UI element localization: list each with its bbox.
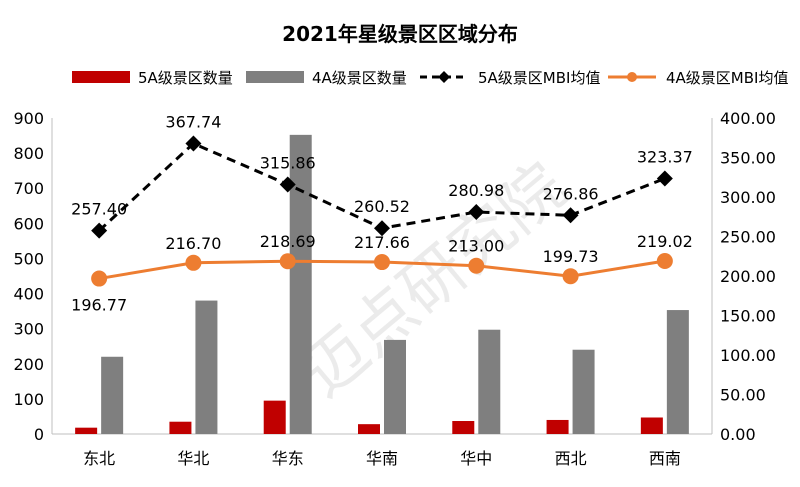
- point-5a-mbi: [185, 135, 202, 152]
- point-4a-mbi: [468, 257, 485, 274]
- y-left-tick-label: 700: [13, 179, 44, 198]
- data-label-5a-mbi: 280.98: [448, 181, 504, 200]
- legend-swatch-5a-count: [72, 71, 130, 83]
- legend-item-5a-count: 5A级景区数量: [72, 64, 233, 90]
- point-4a-mbi: [279, 253, 296, 270]
- data-label-5a-mbi: 276.86: [543, 184, 599, 203]
- bar-4a-count: [666, 310, 689, 434]
- x-tick-label: 华中: [460, 449, 492, 468]
- legend-swatch-4a-count: [246, 71, 304, 83]
- data-label-4a-mbi: 199.73: [543, 247, 599, 266]
- y-right-tick-label: 100.00: [720, 346, 776, 365]
- legend-swatch-5a-mbi: [420, 71, 468, 83]
- legend-item-4a-mbi: 4A级景区MBI均值: [606, 64, 788, 90]
- legend-label-5a-count: 5A级景区数量: [138, 68, 233, 87]
- legend-label-4a-mbi: 4A级景区MBI均值: [666, 68, 789, 87]
- y-left-tick-label: 200: [13, 355, 44, 374]
- y-left-tick-label: 300: [13, 320, 44, 339]
- x-tick-label: 华北: [177, 449, 209, 468]
- data-label-5a-mbi: 315.86: [260, 153, 316, 172]
- data-label-5a-mbi: 260.52: [354, 197, 410, 216]
- point-5a-mbi: [279, 176, 296, 193]
- point-4a-mbi: [656, 252, 673, 269]
- data-label-4a-mbi: 196.77: [71, 296, 127, 315]
- x-tick-label: 华东: [272, 449, 304, 468]
- bar-5a-count: [546, 419, 569, 434]
- y-left-tick-label: 500: [13, 249, 44, 268]
- bar-4a-count: [289, 134, 312, 434]
- y-right-tick-label: 0.00: [720, 425, 756, 444]
- y-right-tick-label: 150.00: [720, 307, 776, 326]
- point-5a-mbi: [91, 222, 108, 239]
- point-5a-mbi: [374, 220, 390, 237]
- legend-item-5a-mbi: 5A级景区MBI均值: [418, 64, 600, 90]
- bar-5a-count: [263, 400, 286, 434]
- data-label-5a-mbi: 323.37: [637, 148, 693, 167]
- bar-5a-count: [640, 417, 663, 434]
- legend-item-4a-count: 4A级景区数量: [246, 64, 407, 90]
- point-4a-mbi: [374, 254, 390, 271]
- legend: 5A级景区数量 4A级景区数量 5A级景区MBI均值 4A级景区MBI均值: [0, 64, 800, 90]
- point-5a-mbi: [562, 207, 579, 224]
- bar-4a-count: [572, 349, 595, 434]
- point-4a-mbi: [562, 268, 579, 285]
- bar-5a-count: [358, 424, 380, 434]
- bar-4a-count: [478, 329, 501, 434]
- y-right-tick-label: 200.00: [720, 267, 776, 286]
- bar-5a-count: [452, 421, 475, 434]
- x-tick-label: 西南: [649, 449, 681, 468]
- y-right-tick-label: 50.00: [720, 386, 766, 405]
- legend-label-4a-count: 4A级景区数量: [312, 68, 407, 87]
- data-label-4a-mbi: 213.00: [448, 237, 504, 256]
- bar-4a-count: [195, 300, 218, 434]
- point-5a-mbi: [468, 204, 485, 221]
- x-tick-label: 东北: [83, 449, 115, 468]
- y-right-tick-label: 350.00: [720, 149, 776, 168]
- y-left-tick-label: 400: [13, 285, 44, 304]
- data-label-4a-mbi: 217.66: [354, 233, 410, 252]
- data-label-4a-mbi: 218.69: [260, 232, 316, 251]
- bar-4a-count: [384, 339, 406, 434]
- point-4a-mbi: [185, 254, 202, 271]
- data-label-5a-mbi: 257.40: [71, 200, 127, 219]
- point-5a-mbi: [656, 170, 673, 187]
- bar-4a-count: [101, 356, 124, 434]
- point-4a-mbi: [91, 270, 108, 287]
- y-right-tick-label: 300.00: [720, 188, 776, 207]
- y-left-tick-label: 600: [13, 214, 44, 233]
- chart-title: 2021年星级景区区域分布: [282, 22, 518, 46]
- bar-5a-count: [75, 427, 98, 434]
- data-label-4a-mbi: 216.70: [165, 234, 221, 253]
- legend-label-5a-mbi: 5A级景区MBI均值: [478, 68, 601, 87]
- data-label-4a-mbi: 219.02: [637, 232, 693, 251]
- x-tick-label: 西北: [555, 449, 587, 468]
- y-left-tick-label: 800: [13, 144, 44, 163]
- x-tick-label: 华南: [366, 449, 398, 468]
- data-label-5a-mbi: 367.74: [165, 112, 221, 131]
- legend-swatch-4a-mbi: [608, 72, 656, 82]
- y-left-tick-label: 900: [13, 109, 44, 128]
- y-left-tick-label: 0: [34, 425, 44, 444]
- y-left-tick-label: 100: [13, 390, 44, 409]
- y-right-tick-label: 400.00: [720, 109, 776, 128]
- y-right-tick-label: 250.00: [720, 228, 776, 247]
- bar-5a-count: [169, 421, 192, 434]
